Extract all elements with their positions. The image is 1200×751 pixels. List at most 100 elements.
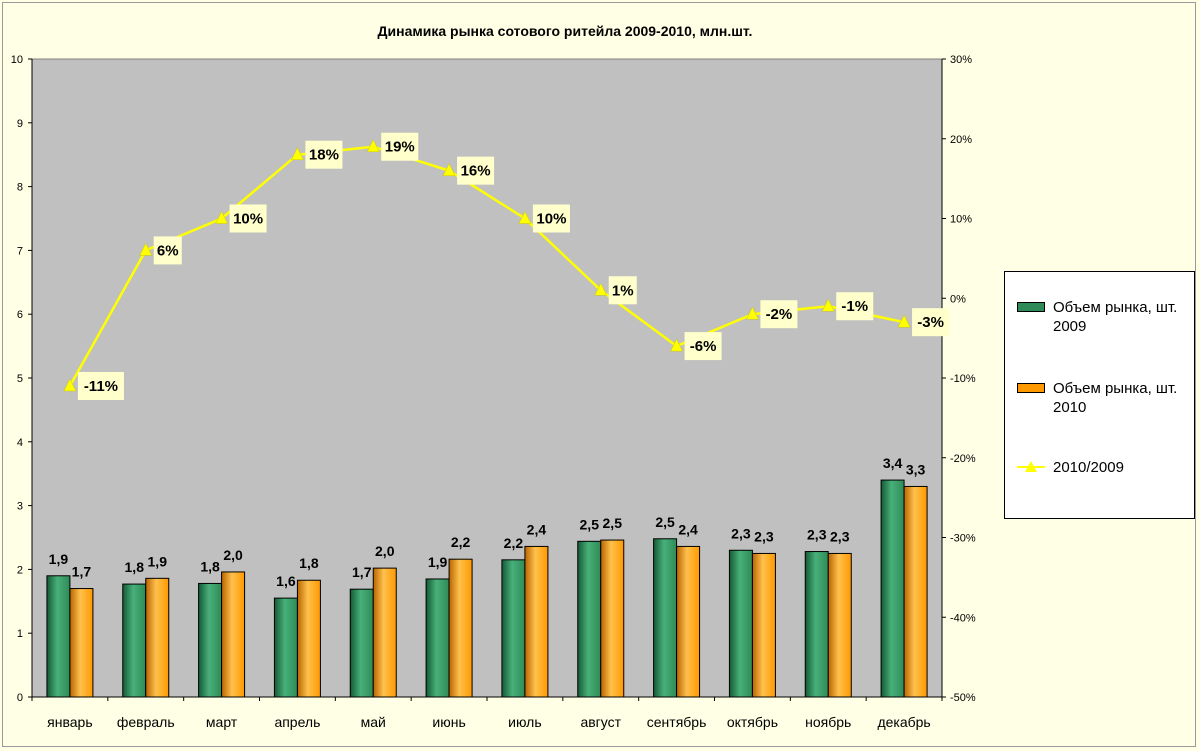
- bar-data-label-2009: 2,2: [504, 535, 524, 551]
- right-tick-label: -20%: [950, 453, 976, 465]
- category-label: май: [361, 714, 386, 730]
- chart-title: Динамика рынка сотового ритейла 2009-201…: [378, 23, 753, 39]
- right-tick-label: -50%: [950, 692, 976, 704]
- ratio-label-box: [912, 308, 950, 337]
- bar-data-label-2009: 2,5: [580, 516, 600, 532]
- bar-2010: [903, 485, 928, 698]
- ratio-marker: [746, 306, 759, 320]
- bar-data-label-2010: 1,8: [299, 555, 319, 571]
- ratio-label-box: [77, 371, 124, 400]
- bar-2010: [221, 571, 246, 698]
- ratio-marker: [366, 139, 380, 152]
- bar-data-label-2009: 1,7: [352, 564, 372, 580]
- bar-2009: [728, 549, 753, 698]
- bar-2009: [653, 538, 678, 698]
- ratio-data-label: -3%: [917, 314, 944, 331]
- right-tick-label: -40%: [950, 612, 976, 624]
- right-tick-label: -10%: [950, 373, 976, 385]
- bar-data-label-2010: 2,2: [451, 534, 471, 550]
- right-tick-label: 30%: [950, 54, 972, 66]
- ratio-marker: [442, 163, 456, 176]
- bar-data-label-2009: 1,9: [428, 554, 448, 570]
- ratio-data-label: 10%: [536, 211, 566, 228]
- bar-2010: [372, 567, 397, 698]
- ratio-label-box: [836, 292, 874, 321]
- bar-data-label-2010: 3,3: [906, 461, 926, 477]
- ratio-data-label: 1%: [612, 282, 634, 299]
- category-label: ноябрь: [805, 714, 851, 730]
- bar-data-label-2009: 2,3: [731, 525, 751, 541]
- ratio-label-box: [684, 332, 722, 361]
- bar-data-label-2009: 3,4: [883, 455, 903, 471]
- ratio-marker: [291, 147, 304, 160]
- ratio-data-label: 18%: [309, 147, 339, 164]
- ratio-label-box: [608, 276, 637, 305]
- ratio-marker: [518, 210, 532, 224]
- bar-data-label-2010: 2,3: [830, 528, 850, 544]
- ratio-data-label: -11%: [84, 378, 118, 395]
- bar-data-label-2010: 2,5: [603, 515, 623, 531]
- left-tick-label: 1: [17, 628, 23, 640]
- legend-label-2009: Объем рынка, шт. 2009: [1053, 299, 1178, 335]
- category-label: декабрь: [877, 714, 930, 730]
- left-tick-label: 10: [11, 54, 23, 66]
- ratio-data-label: 6%: [157, 242, 179, 259]
- bar-2009: [501, 559, 526, 698]
- bar-data-label-2009: 2,3: [807, 527, 827, 543]
- bar-data-label-2010: 1,9: [148, 553, 168, 569]
- bar-2009: [122, 583, 147, 698]
- bar-data-label-2010: 2,0: [223, 547, 243, 563]
- bar-data-label-2010: 2,3: [754, 528, 774, 544]
- left-tick-label: 9: [17, 118, 23, 130]
- ratio-marker: [821, 298, 835, 312]
- bar-2010: [524, 545, 549, 698]
- ratio-label-box: [153, 236, 182, 265]
- ratio-data-label: -1%: [841, 298, 868, 315]
- ratio-label-box: [305, 140, 343, 169]
- right-tick-label: 20%: [950, 134, 972, 146]
- category-label: апрель: [274, 714, 320, 730]
- legend-line-marker: [1017, 461, 1045, 473]
- ratio-data-label: -2%: [766, 306, 793, 323]
- ratio-data-label: 19%: [385, 139, 415, 156]
- bar-2009: [880, 479, 905, 698]
- category-label: сентябрь: [647, 714, 707, 730]
- bar-data-label-2010: 2,0: [375, 543, 395, 559]
- ratio-marker: [139, 242, 153, 256]
- bar-2010: [827, 552, 852, 698]
- bar-2010: [676, 545, 701, 698]
- left-tick-label: 2: [17, 564, 23, 576]
- bar-data-label-2009: 1,9: [49, 551, 69, 567]
- bar-data-label-2010: 2,4: [678, 521, 698, 537]
- ratio-label-box: [381, 132, 419, 161]
- ratio-marker: [63, 378, 77, 392]
- right-tick-label: 10%: [950, 214, 972, 226]
- right-tick-label: 0%: [950, 293, 966, 305]
- bar-2009: [425, 578, 450, 698]
- left-tick-label: 7: [17, 245, 23, 257]
- bar-2009: [273, 597, 298, 698]
- right-tick-label: -30%: [950, 533, 976, 545]
- bar-series: 1,91,8 1,81,61,71,92,22,5 2,52,3 2,33,41,71…: [46, 455, 928, 698]
- ratio-marker: [897, 314, 911, 328]
- left-axis: 0 1 2 3 4 5 6 7 8 9 10: [11, 54, 33, 704]
- legend-item-ratio: 2010/2009: [1017, 458, 1192, 477]
- legend-swatch-2010: [1017, 383, 1045, 393]
- right-axis: -50% -40% -30% -20% -10% 0% 10% 20% 30%: [941, 54, 976, 704]
- category-label: октябрь: [727, 714, 778, 730]
- x-axis: январь февраль март апрель май июнь июль август…: [31, 696, 943, 730]
- left-tick-label: 8: [17, 182, 23, 194]
- ratio-data-label: 10%: [233, 211, 263, 228]
- category-label: февраль: [117, 714, 175, 730]
- legend-item-2009: Объем рынка, шт. 2009: [1017, 298, 1192, 336]
- left-tick-label: 0: [17, 692, 23, 704]
- ratio-marker: [670, 338, 683, 352]
- left-tick-label: 4: [17, 437, 23, 449]
- category-label: август: [580, 714, 621, 730]
- bar-2009: [349, 588, 374, 698]
- legend-label-ratio: 2010/2009: [1053, 459, 1124, 476]
- bar-2009: [46, 575, 71, 698]
- bar-data-label-2010: 2,4: [527, 521, 547, 537]
- ratio-line-series: -11% 6% 10% 18% 19% 16% 10% 1% -6% -2% -1% -3%: [63, 132, 950, 400]
